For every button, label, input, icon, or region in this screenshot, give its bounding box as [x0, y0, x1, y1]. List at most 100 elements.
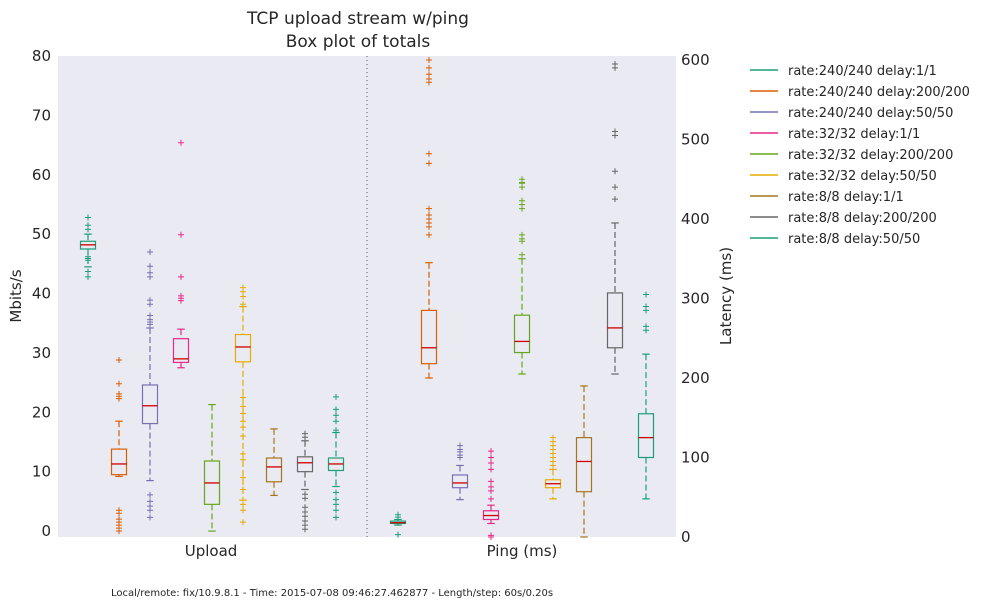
outlier-marker — [240, 433, 246, 440]
legend-label: rate:32/32 delay:50/50 — [788, 169, 937, 184]
outlier-marker — [240, 507, 246, 514]
legend-label: rate:8/8 delay:50/50 — [788, 232, 920, 247]
outlier-marker — [240, 284, 246, 291]
legend: rate:240/240 delay:1/1 rate:240/240 delay… — [750, 64, 970, 247]
outlier-marker — [85, 273, 91, 280]
box-iqr — [606, 292, 624, 349]
outlier-marker — [426, 64, 432, 71]
left-y-tick-label: 10 — [32, 463, 51, 481]
outlier-marker — [488, 483, 494, 490]
left-y-tick-label: 40 — [32, 285, 51, 303]
outlier-marker — [488, 454, 494, 461]
outlier-marker — [178, 139, 184, 146]
outlier-marker — [240, 501, 246, 508]
outlier-marker — [395, 531, 401, 538]
box-iqr — [265, 457, 283, 483]
outlier-marker — [302, 504, 308, 511]
chart-title: TCP upload stream w/ping — [246, 9, 469, 29]
outlier-marker — [612, 60, 618, 67]
x-tick-label-ping: Ping (ms) — [487, 542, 558, 560]
outlier-marker — [426, 231, 432, 238]
right-y-tick-label: 300 — [681, 289, 710, 307]
right-axis-label: Latency (ms) — [717, 247, 735, 345]
left-y-tick-label: 50 — [32, 225, 51, 243]
outlier-marker — [488, 495, 494, 502]
outlier-marker — [147, 498, 153, 505]
outlier-marker — [240, 424, 246, 431]
box-iqr — [296, 456, 314, 473]
outlier-marker — [147, 491, 153, 498]
legend-label: rate:8/8 delay:1/1 — [788, 190, 904, 205]
left-y-tick-label: 80 — [32, 47, 51, 65]
outlier-marker — [426, 205, 432, 212]
left-y-tick-label: 20 — [32, 403, 51, 421]
chart-subtitle: Box plot of totals — [286, 32, 431, 52]
right-y-tick-label: 0 — [681, 528, 691, 546]
outlier-marker — [519, 251, 525, 258]
box-iqr — [172, 338, 190, 364]
left-y-tick-label: 60 — [32, 166, 51, 184]
outlier-marker — [426, 56, 432, 63]
outlier-marker — [333, 406, 339, 413]
left-axis-label: Mbits/s — [7, 269, 25, 322]
outlier-marker — [116, 357, 122, 364]
outlier-marker — [333, 427, 339, 434]
outlier-marker — [612, 184, 618, 191]
outlier-marker — [240, 301, 246, 308]
legend-label: rate:240/240 delay:50/50 — [788, 106, 953, 121]
outlier-marker — [333, 496, 339, 503]
outlier-marker — [643, 291, 649, 298]
box-iqr — [575, 437, 593, 493]
outlier-marker — [643, 303, 649, 310]
outlier-marker — [147, 312, 153, 319]
outlier-marker — [240, 456, 246, 463]
outlier-marker — [178, 273, 184, 280]
outlier-marker — [240, 486, 246, 493]
outlier-marker — [85, 253, 91, 260]
outlier-marker — [488, 466, 494, 473]
outlier-marker — [426, 150, 432, 157]
outlier-marker — [240, 403, 246, 410]
outlier-marker — [116, 380, 122, 387]
footer-info: Local/remote: fix/10.9.8.1 - Time: 2015-… — [111, 588, 553, 599]
box-iqr — [234, 333, 252, 363]
right-y-axis: 0 100 200 300 400 500 600 — [681, 51, 710, 546]
outlier-marker — [519, 176, 525, 183]
right-y-tick-label: 400 — [681, 210, 710, 228]
outlier-marker — [302, 430, 308, 437]
box-iqr — [110, 448, 128, 476]
box-iqr — [637, 413, 655, 459]
outlier-marker — [643, 323, 649, 330]
outlier-marker — [333, 418, 339, 425]
outlier-marker — [85, 214, 91, 221]
outlier-marker — [333, 507, 339, 514]
outlier-marker — [116, 390, 122, 397]
x-tick-label-upload: Upload — [185, 542, 238, 560]
outlier-marker — [612, 128, 618, 135]
outlier-marker — [426, 160, 432, 167]
outlier-marker — [457, 442, 463, 449]
outlier-marker — [147, 269, 153, 276]
outlier-marker — [488, 448, 494, 455]
outlier-marker — [116, 507, 122, 514]
outlier-marker — [85, 268, 91, 275]
outlier-marker — [488, 478, 494, 485]
outlier-marker — [240, 474, 246, 481]
box-series — [79, 56, 655, 540]
right-y-tick-label: 200 — [681, 369, 710, 387]
outlier-marker — [147, 248, 153, 255]
outlier-marker — [333, 393, 339, 400]
box-iqr — [451, 474, 469, 489]
outlier-marker — [333, 489, 339, 496]
outlier-marker — [519, 231, 525, 238]
box-iqr — [141, 384, 159, 425]
box-iqr — [513, 314, 531, 354]
outlier-marker — [395, 511, 401, 518]
left-y-axis: 0 10 20 30 40 50 60 70 80 — [32, 47, 51, 540]
outlier-marker — [612, 196, 618, 203]
outlier-marker — [240, 450, 246, 457]
outlier-marker — [147, 514, 153, 521]
box-iqr — [420, 309, 438, 365]
outlier-marker — [116, 516, 122, 523]
